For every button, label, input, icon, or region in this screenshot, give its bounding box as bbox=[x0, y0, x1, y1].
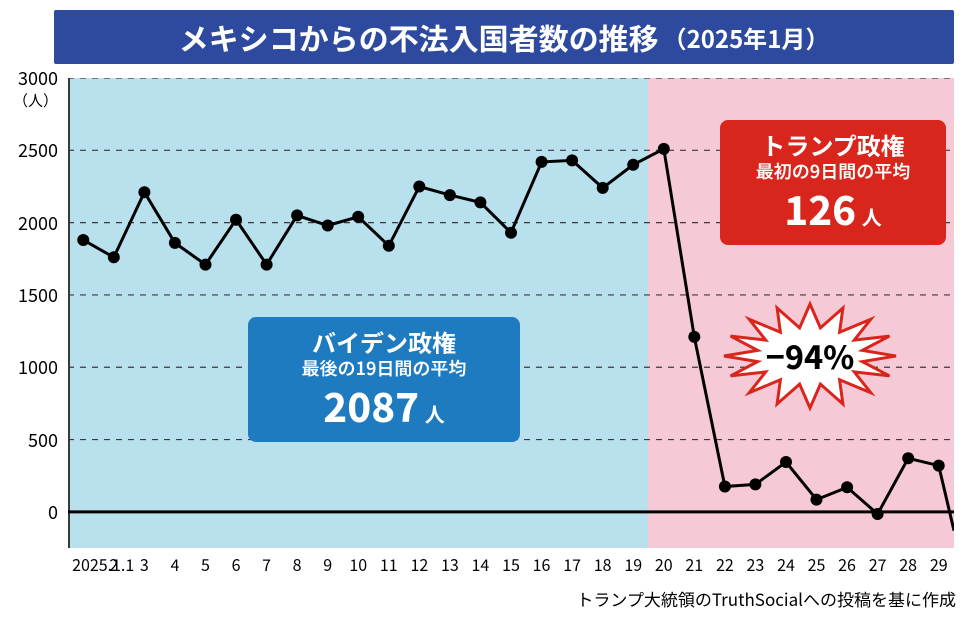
x-tick-label: 20 bbox=[655, 552, 673, 576]
x-tick-label: 9 bbox=[323, 552, 332, 576]
x-tick-label: 13 bbox=[441, 552, 459, 576]
y-tick-label: 0 bbox=[8, 499, 58, 525]
x-tick-label: 14 bbox=[472, 552, 490, 576]
x-tick-label: 3 bbox=[140, 552, 149, 576]
y-tick-label: 500 bbox=[8, 427, 58, 453]
x-tick-label: 21 bbox=[685, 552, 703, 576]
y-tick-label: 1000 bbox=[8, 354, 58, 380]
trump-callout-unit: 人 bbox=[862, 204, 882, 229]
trump-callout: トランプ政権 最初の9日間の平均 126 人 bbox=[720, 120, 946, 245]
x-tick-label: 18 bbox=[594, 552, 612, 576]
x-tick-label: 7 bbox=[262, 552, 271, 576]
biden-callout: バイデン政権 最後の19日間の平均 2087 人 bbox=[248, 317, 520, 442]
y-tick-label: 1500 bbox=[8, 282, 58, 308]
y-tick-label: 3000 bbox=[8, 65, 58, 91]
trump-callout-value: 126 bbox=[784, 183, 856, 233]
x-tick-label: 19 bbox=[624, 552, 642, 576]
x-tick-label: 29 bbox=[930, 552, 948, 576]
biden-callout-title: バイデン政権 bbox=[266, 327, 502, 357]
x-tick-label: 10 bbox=[349, 552, 367, 576]
chart-title-sub: （2025年1月） bbox=[663, 20, 830, 55]
x-tick-label: 2 bbox=[109, 552, 118, 576]
chart-title-main: メキシコからの不法入国者数の推移 bbox=[179, 15, 659, 59]
x-tick-label: 26 bbox=[838, 552, 856, 576]
source-note: トランプ大統領のTruthSocialへの投稿を基に作成 bbox=[576, 586, 956, 611]
y-tick-label: 2000 bbox=[8, 210, 58, 236]
x-tick-label: 17 bbox=[563, 552, 581, 576]
x-tick-label: 16 bbox=[533, 552, 551, 576]
x-tick-label: 2025.1.1 bbox=[72, 552, 134, 576]
x-tick-label: 4 bbox=[170, 552, 179, 576]
x-tick-label: 27 bbox=[869, 552, 887, 576]
x-tick-label: 23 bbox=[747, 552, 765, 576]
y-axis-unit: （人） bbox=[8, 90, 58, 111]
x-tick-label: 6 bbox=[232, 552, 241, 576]
x-tick-label: 11 bbox=[380, 552, 398, 576]
burst-text: −94% bbox=[766, 333, 855, 379]
chart-container: メキシコからの不法入国者数の推移 （2025年1月） 0 500 1000 1500 2… bbox=[0, 0, 980, 617]
biden-callout-unit: 人 bbox=[425, 401, 445, 426]
biden-callout-value: 2087 bbox=[323, 380, 419, 430]
x-tick-label: 5 bbox=[201, 552, 210, 576]
x-tick-label: 24 bbox=[777, 552, 795, 576]
chart-title-bar: メキシコからの不法入国者数の推移 （2025年1月） bbox=[54, 10, 954, 64]
x-tick-label: 12 bbox=[410, 552, 428, 576]
x-tick-label: 25 bbox=[808, 552, 826, 576]
x-tick-label: 22 bbox=[716, 552, 734, 576]
percent-change-burst: −94% bbox=[720, 300, 900, 412]
x-tick-label: 8 bbox=[293, 552, 302, 576]
x-tick-label: 28 bbox=[899, 552, 917, 576]
y-tick-label: 2500 bbox=[8, 137, 58, 163]
x-tick-label: 15 bbox=[502, 552, 520, 576]
trump-callout-title: トランプ政権 bbox=[738, 130, 928, 160]
